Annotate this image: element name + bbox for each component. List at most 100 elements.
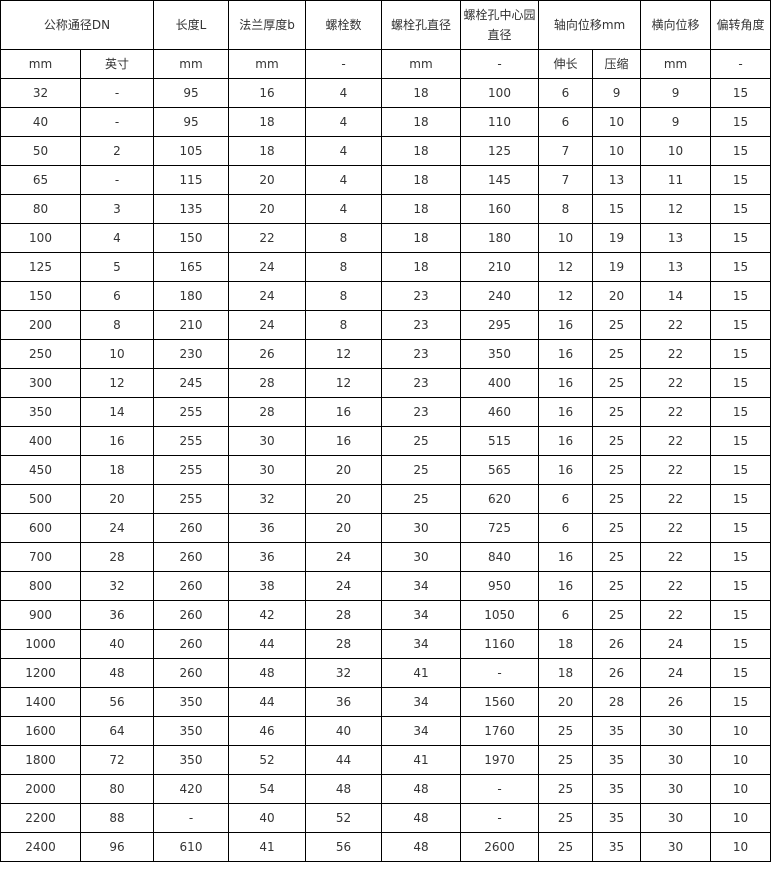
table-cell: 700 <box>0 542 81 572</box>
table-cell: 9 <box>640 78 712 108</box>
table-row: 2000 80 420 54 48 48-25 35 30 10 <box>0 774 771 804</box>
table-cell: 15 <box>710 136 771 166</box>
table-cell: 100 <box>460 78 539 108</box>
table-cell: 255 <box>153 484 229 514</box>
table-cell: 26 <box>591 658 642 688</box>
table-cell: 5 <box>80 252 154 282</box>
table-cell: 15 <box>710 542 771 572</box>
table-cell: 18 <box>228 107 306 137</box>
table-cell: 36 <box>305 687 382 717</box>
header-length: 长度L <box>153 0 229 50</box>
table-cell: 840 <box>460 542 539 572</box>
table-cell: 30 <box>228 455 306 485</box>
table-cell: 260 <box>153 542 229 572</box>
table-cell: 41 <box>381 658 461 688</box>
table-cell: 22 <box>640 426 712 456</box>
table-cell: 160 <box>460 194 539 224</box>
table-cell: 30 <box>640 803 712 833</box>
table-row: 40-95 18 4 18 110 6 10 9 15 <box>0 107 771 137</box>
table-cell: 44 <box>305 745 382 775</box>
table-cell: 25 <box>591 426 642 456</box>
table-cell: 9 <box>591 78 642 108</box>
table-cell: 4 <box>80 223 154 253</box>
table-cell: 23 <box>381 339 461 369</box>
table-row: 700 28 260 36 24 30 840 16 25 22 15 <box>0 542 771 572</box>
table-cell: 15 <box>710 165 771 195</box>
table-cell: 20 <box>538 687 593 717</box>
table-cell: 18 <box>381 107 461 137</box>
table-cell: 40 <box>80 629 154 659</box>
table-cell: 12 <box>305 368 382 398</box>
table-cell: 15 <box>710 571 771 601</box>
table-cell: 1400 <box>0 687 81 717</box>
table-row: 2200 88-40 52 48-25 35 30 10 <box>0 803 771 833</box>
unit-cell: - <box>460 49 539 79</box>
table-cell: 350 <box>153 687 229 717</box>
table-cell: 25 <box>591 571 642 601</box>
table-cell: 15 <box>710 484 771 514</box>
table-cell: 23 <box>381 281 461 311</box>
table-cell: 22 <box>640 542 712 572</box>
table-cell: 35 <box>591 745 642 775</box>
table-cell: 8 <box>538 194 593 224</box>
table-cell: 565 <box>460 455 539 485</box>
table-cell: 15 <box>710 339 771 369</box>
table-cell: 14 <box>80 397 154 427</box>
header-flange-thickness: 法兰厚度b <box>228 0 306 50</box>
table-cell: 255 <box>153 455 229 485</box>
table-cell: 15 <box>710 658 771 688</box>
table-cell: 25 <box>538 716 593 746</box>
table-cell: 230 <box>153 339 229 369</box>
table-cell: 19 <box>591 252 642 282</box>
table-cell: 12 <box>538 252 593 282</box>
unit-cell: 英寸 <box>80 49 154 79</box>
table-cell: 950 <box>460 571 539 601</box>
table-cell: 88 <box>80 803 154 833</box>
table-cell: 24 <box>640 629 712 659</box>
table-cell: 1050 <box>460 600 539 630</box>
table-cell: 25 <box>591 397 642 427</box>
table-cell: 56 <box>305 832 382 862</box>
table-cell: 10 <box>80 339 154 369</box>
table-cell: 20 <box>228 194 306 224</box>
table-cell: 1970 <box>460 745 539 775</box>
table-cell: 40 <box>228 803 306 833</box>
table-cell: 16 <box>538 368 593 398</box>
table-cell: 610 <box>153 832 229 862</box>
table-cell: 10 <box>591 136 642 166</box>
table-cell: 28 <box>305 629 382 659</box>
table-row: 2400 96 610 41 56 48 2600 25 35 30 10 <box>0 832 771 862</box>
table-cell: 1800 <box>0 745 81 775</box>
table-cell: 500 <box>0 484 81 514</box>
table-cell: 515 <box>460 426 539 456</box>
unit-cell: mm <box>228 49 306 79</box>
table-cell: 12 <box>640 194 712 224</box>
table-cell: 125 <box>0 252 81 282</box>
table-cell: 16 <box>538 310 593 340</box>
table-cell: 96 <box>80 832 154 862</box>
table-cell: 18 <box>538 629 593 659</box>
table-cell: 48 <box>228 658 306 688</box>
table-cell: 36 <box>80 600 154 630</box>
table-cell: 25 <box>538 745 593 775</box>
table-cell: 150 <box>153 223 229 253</box>
table-cell: 26 <box>640 687 712 717</box>
table-row: 1800 72 350 52 44 41 1970 25 35 30 10 <box>0 745 771 775</box>
table-cell: 48 <box>305 774 382 804</box>
table-cell: 25 <box>591 513 642 543</box>
table-cell: 35 <box>591 803 642 833</box>
table-cell: 24 <box>80 513 154 543</box>
table-cell: 64 <box>80 716 154 746</box>
table-row: 32-95 16 4 18 100 6 9 9 15 <box>0 78 771 108</box>
table-cell: 2 <box>80 136 154 166</box>
table-cell: 10 <box>640 136 712 166</box>
table-cell: 350 <box>153 745 229 775</box>
table-cell: 13 <box>591 165 642 195</box>
table-cell: 20 <box>305 484 382 514</box>
table-cell: 200 <box>0 310 81 340</box>
table-cell: 15 <box>710 513 771 543</box>
table-cell: 35 <box>591 716 642 746</box>
table-cell: 30 <box>228 426 306 456</box>
table-cell: 10 <box>710 832 771 862</box>
table-cell: 32 <box>305 658 382 688</box>
